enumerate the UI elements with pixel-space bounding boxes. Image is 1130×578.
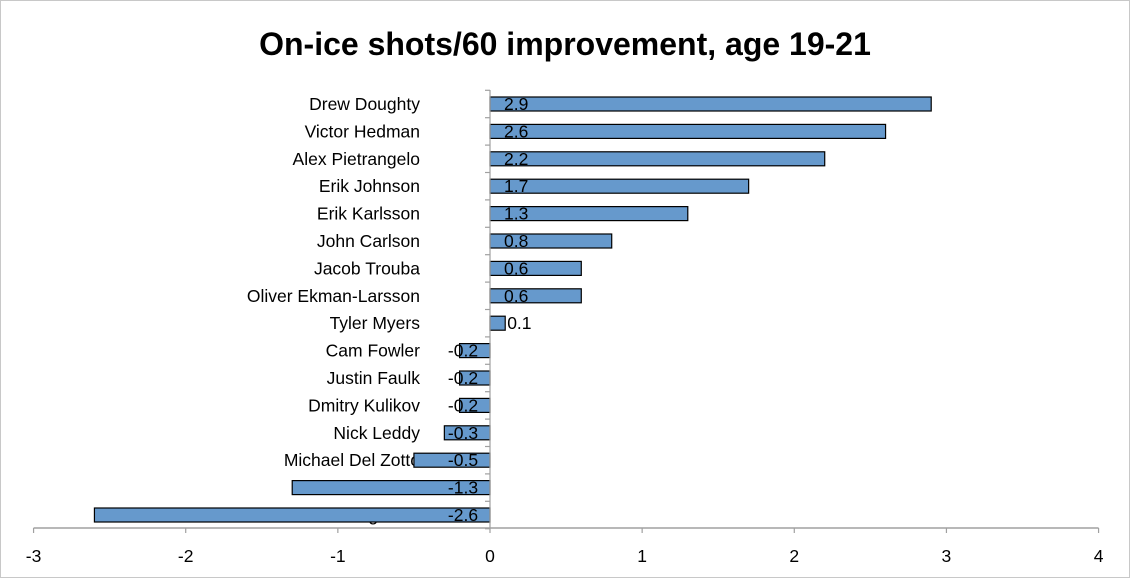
x-tick-label: 0 [485,546,495,566]
category-label: Drew Doughty [309,94,420,114]
data-label: 0.8 [504,231,528,251]
chart-title: On-ice shots/60 improvement, age 19-21 [259,26,871,62]
data-label: 2.2 [504,149,528,169]
bar [93,507,491,523]
x-tick-label: 4 [1094,546,1104,566]
x-tick-label: 1 [637,546,647,566]
axes-group: -3 -2 -1 0 1 2 3 4 [26,89,1104,566]
category-label: Michael Del Zotto [284,450,420,470]
bar [489,315,506,331]
category-label: Alex Pietrangelo [293,149,420,169]
data-label: 2.6 [504,121,528,141]
category-label: Cam Fowler [326,341,420,361]
category-label: Justin Faulk [327,368,421,388]
x-tick-label: -1 [330,546,346,566]
data-label: -0.5 [448,450,478,470]
bar [489,178,750,194]
category-label: Erik Karlsson [317,204,420,224]
data-label: -0.2 [448,395,478,415]
category-label: Erik Johnson [319,176,420,196]
data-label: -2.6 [448,505,478,525]
category-label: Jacob Trouba [314,258,420,278]
data-label: 1.3 [504,204,528,224]
category-label: Victor Hedman [305,121,420,141]
category-label: Oliver Ekman-Larsson [247,286,420,306]
data-label: -0.2 [448,368,478,388]
data-label: -1.3 [448,478,478,498]
data-label: -0.2 [448,341,478,361]
x-tick-label: -3 [26,546,42,566]
x-tick-label: -2 [178,546,194,566]
data-label: -0.3 [448,423,478,443]
bar [489,151,826,167]
data-label: 0.1 [507,313,531,333]
data-label: 0.6 [504,286,528,306]
x-tick-label: 2 [789,546,799,566]
bar [489,123,887,140]
category-label: John Carlson [317,231,420,251]
data-label: 1.7 [504,176,528,196]
x-tick-label: 3 [942,546,952,566]
data-label: 0.6 [504,258,528,278]
bars-group: Drew Doughty 2.9 Victor Hedman 2.6 Alex Piet… [93,94,932,525]
category-label: Tyler Myers [330,313,421,333]
bar [489,96,932,112]
category-label: Nick Leddy [333,423,420,443]
category-label: Dmitry Kulikov [308,395,420,415]
data-label: 2.9 [504,94,528,114]
